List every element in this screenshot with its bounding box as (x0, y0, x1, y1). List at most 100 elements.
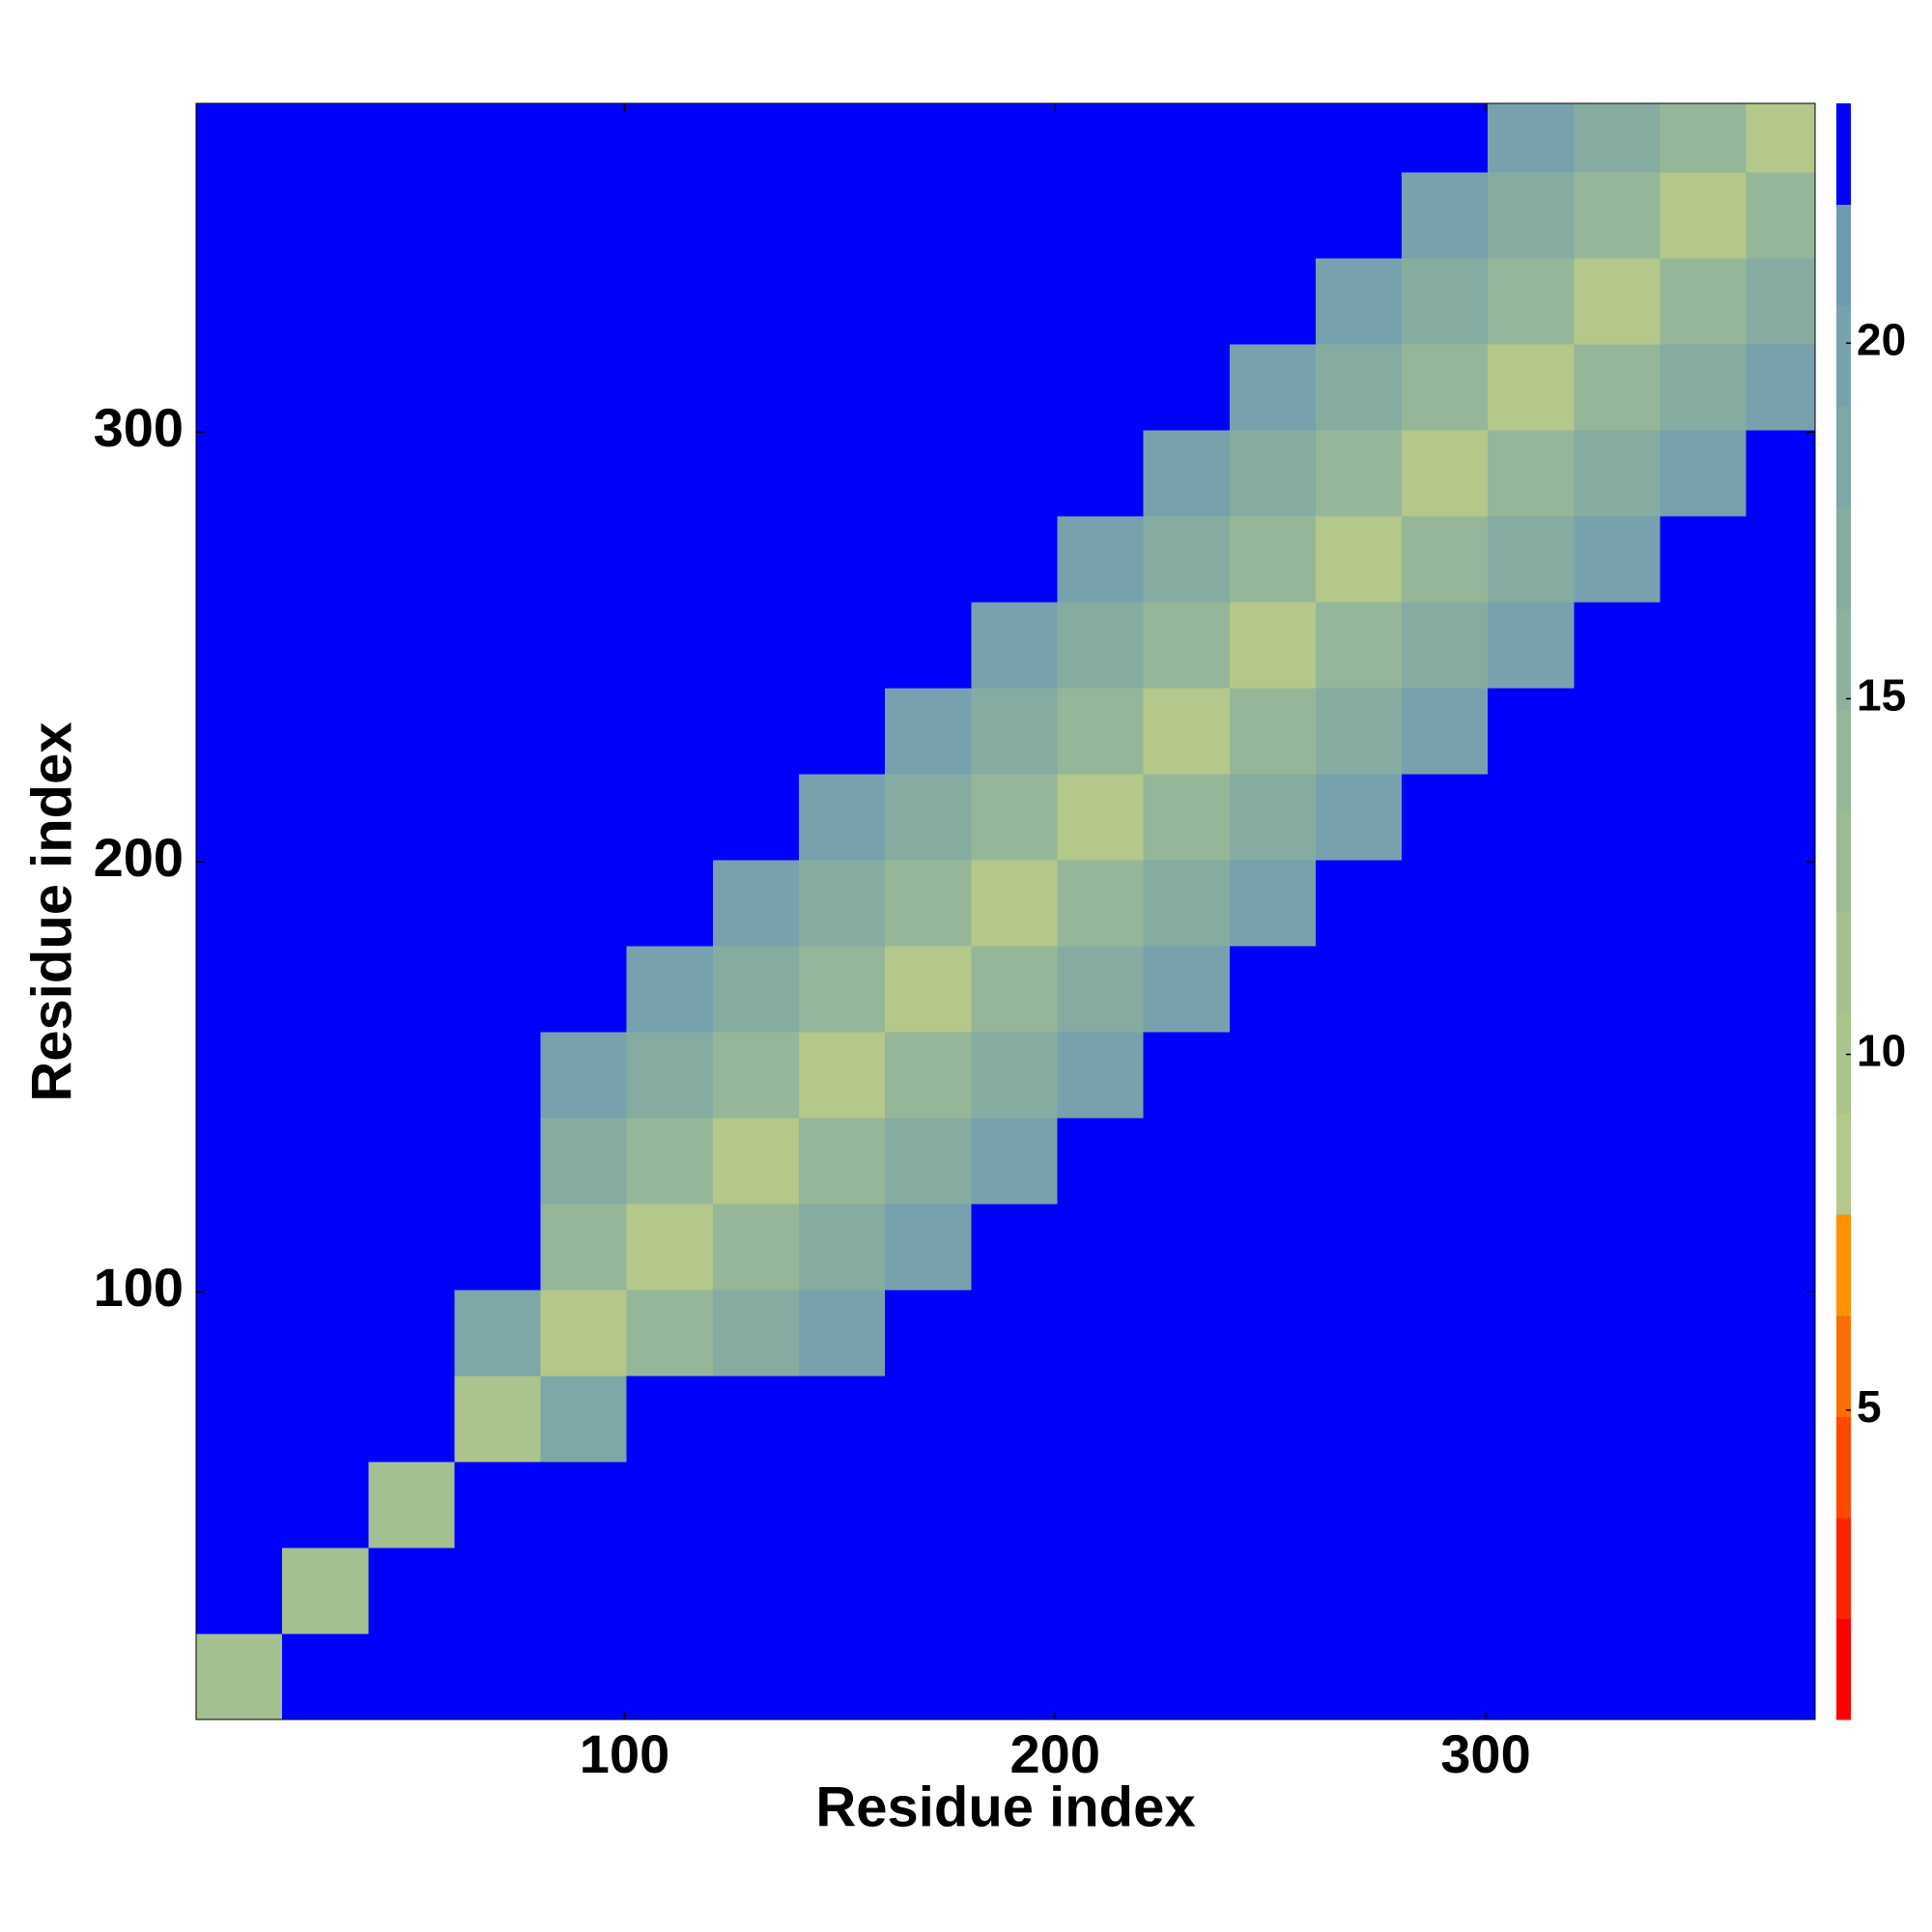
heatmap-cell (1057, 172, 1145, 259)
colorbar-segment (1836, 1012, 1851, 1115)
heatmap-cell (1229, 1290, 1317, 1377)
heatmap-cell (540, 516, 628, 603)
heatmap-cell (1574, 103, 1662, 173)
heatmap-cell (712, 103, 800, 173)
heatmap-cell (196, 1290, 283, 1377)
heatmap-cell (368, 1290, 455, 1377)
colorbar-segment (1836, 911, 1851, 1013)
heatmap-cell (712, 688, 800, 775)
heatmap-cell (1488, 1204, 1575, 1291)
heatmap-cell (454, 172, 542, 259)
y-tick-label: 100 (94, 1257, 184, 1318)
heatmap-cell (1402, 258, 1489, 345)
heatmap-cell (971, 688, 1058, 775)
heatmap-cell (799, 774, 886, 861)
heatmap-cell (885, 1462, 972, 1548)
heatmap-cell (282, 1548, 369, 1634)
heatmap-cell (1660, 103, 1747, 173)
heatmap-cell (1746, 430, 1816, 517)
heatmap-cell (971, 1462, 1058, 1548)
heatmap-cell (1574, 1032, 1662, 1119)
heatmap-cell (1488, 774, 1575, 861)
heatmap-cell (368, 946, 455, 1033)
heatmap-cell (454, 430, 542, 517)
heatmap-cell (1315, 774, 1403, 861)
heatmap-cell (1574, 1634, 1662, 1720)
heatmap-cell (1057, 1376, 1145, 1463)
heatmap-cell (282, 1118, 369, 1205)
heatmap-cell (540, 602, 628, 689)
heatmap-cell (1143, 602, 1231, 689)
heatmap-cell (1143, 1118, 1231, 1205)
heatmap-cell (885, 103, 972, 173)
heatmap-cell (1143, 430, 1231, 517)
heatmap-cell (626, 1204, 714, 1291)
x-axis-title: Residue index (815, 1776, 1195, 1838)
heatmap-cell (540, 172, 628, 259)
heatmap-cell (1746, 1462, 1816, 1548)
heatmap-cell (626, 1032, 714, 1119)
heatmap-cell (454, 1462, 542, 1548)
heatmap-cell (196, 344, 283, 431)
heatmap-cell (1660, 1462, 1747, 1548)
heatmap-cell (1746, 172, 1816, 259)
heatmap-cell (1488, 103, 1575, 173)
heatmap-cell (885, 1032, 972, 1119)
heatmap-cell (712, 1462, 800, 1548)
heatmap-cell (540, 1290, 628, 1377)
heatmap-cell (196, 1204, 283, 1291)
heatmap-cell (196, 430, 283, 517)
heatmap-cell (799, 1548, 886, 1634)
heatmap-cell (282, 774, 369, 861)
heatmap-cell (1057, 344, 1145, 431)
heatmap-cell (626, 1118, 714, 1205)
heatmap-cell (1315, 1032, 1403, 1119)
heatmap-cell (540, 258, 628, 345)
heatmap-cell (626, 688, 714, 775)
heatmap-cell (196, 774, 283, 861)
heatmap-cell (454, 688, 542, 775)
heatmap-cell (368, 430, 455, 517)
heatmap-cell (454, 860, 542, 947)
heatmap-cell (1143, 1032, 1231, 1119)
heatmap-cell (799, 1634, 886, 1720)
heatmap-cell (454, 258, 542, 345)
heatmap-cell (1057, 946, 1145, 1033)
heatmap-cell (1402, 1290, 1489, 1377)
heatmap-cell (282, 860, 369, 947)
heatmap-cell (885, 860, 972, 947)
heatmap-cell (1574, 774, 1662, 861)
heatmap-cell (540, 1548, 628, 1634)
heatmap-cell (368, 688, 455, 775)
heatmap-cell (712, 516, 800, 603)
heatmap-cell (799, 258, 886, 345)
heatmap-cell (196, 1118, 283, 1205)
heatmap-cell (799, 602, 886, 689)
heatmap-cell (626, 774, 714, 861)
heatmap-cell (1660, 946, 1747, 1033)
heatmap-cell (1315, 344, 1403, 431)
heatmap-cell (196, 258, 283, 345)
heatmap-cell (1746, 860, 1816, 947)
heatmap-cell (454, 946, 542, 1033)
heatmap-cell (1057, 602, 1145, 689)
heatmap-cell (971, 602, 1058, 689)
heatmap-cell (971, 860, 1058, 947)
heatmap-cell (885, 774, 972, 861)
colorbar-segment (1836, 103, 1851, 206)
heatmap-cell (1229, 1204, 1317, 1291)
heatmap-cell (626, 1376, 714, 1463)
heatmap-cell (540, 1118, 628, 1205)
heatmap-cell (454, 602, 542, 689)
heatmap-cell (1402, 516, 1489, 603)
heatmap-cell (1488, 946, 1575, 1033)
heatmap-cell (540, 344, 628, 431)
heatmap-cell (1746, 516, 1816, 603)
heatmap-cell (971, 1548, 1058, 1634)
heatmap-cell (1057, 774, 1145, 861)
heatmap-cell (1315, 1290, 1403, 1377)
heatmap-cell (1574, 1204, 1662, 1291)
heatmap-cell (196, 1462, 283, 1548)
heatmap-cell (1746, 103, 1816, 173)
heatmap-cell (971, 258, 1058, 345)
